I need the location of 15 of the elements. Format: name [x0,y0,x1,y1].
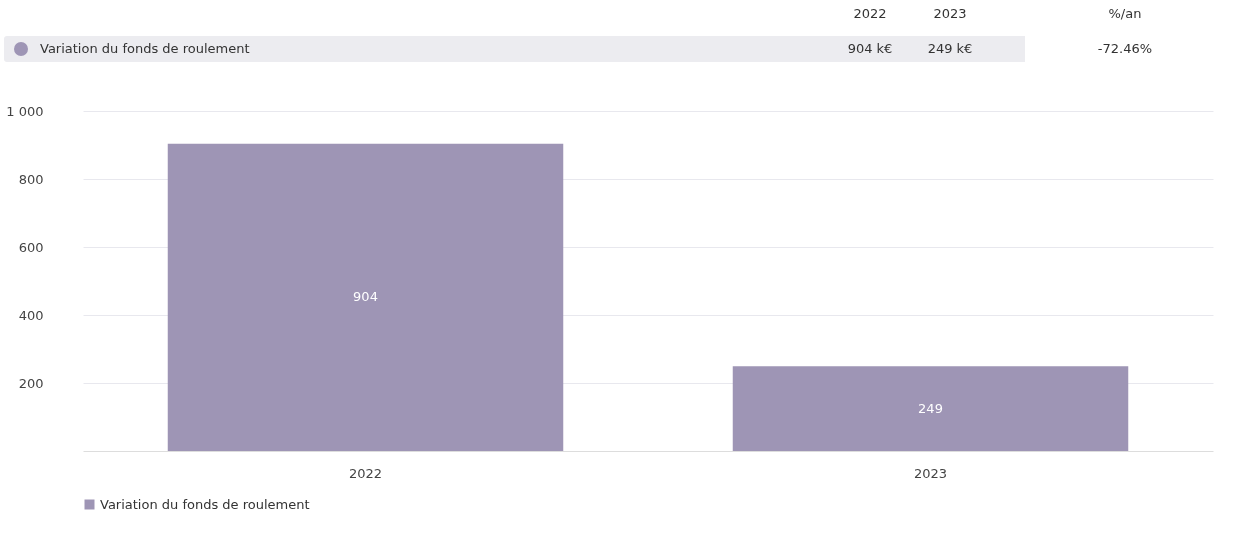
text: 2023 [932,6,968,21]
text: Variation du fonds de roulement [40,41,250,56]
y-tick-label: 800 [18,171,44,187]
legend-label: Variation du fonds de roulement [100,496,310,512]
data-label: 249 [918,400,943,416]
y-tick-label: 400 [18,307,44,323]
y-tick-label: 200 [18,375,44,391]
text: 249 k€ [926,41,974,56]
y-tick-label: 600 [18,239,44,255]
text: 2022 [852,6,888,21]
text: -72.46% [1025,36,1225,62]
y-tick-label: 1 000 [6,103,44,119]
data-label: 904 [353,289,378,305]
text: %/an [1107,6,1143,21]
text: 904 k€ [846,41,894,56]
